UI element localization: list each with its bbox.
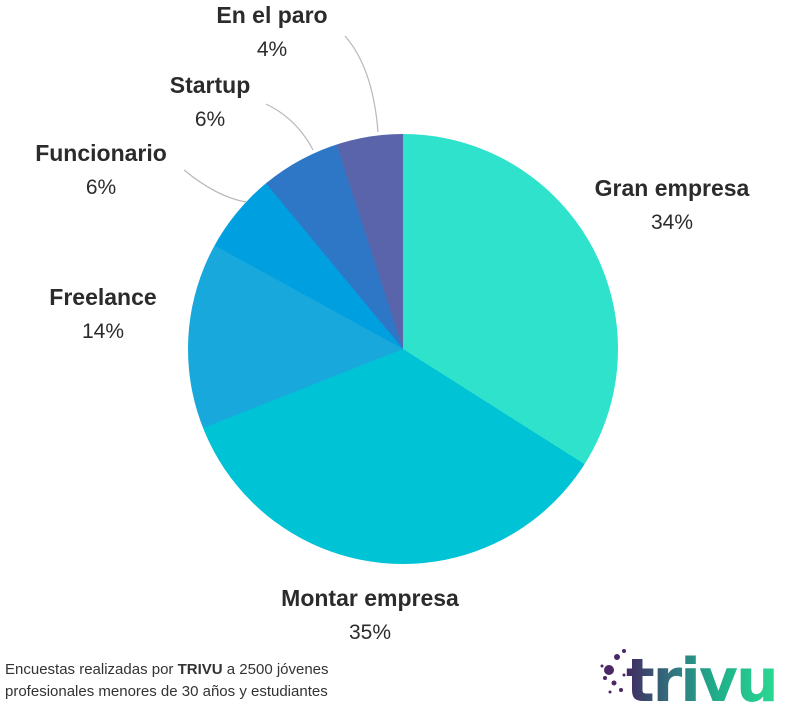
slice-name: Funcionario [35,140,167,166]
logo-dot [622,673,626,677]
trivu-logo: trivu [600,646,779,705]
logo-dot [608,690,612,694]
logo-dot [619,688,623,692]
slice-name: Freelance [49,284,157,310]
slice-label-en-el-paro: En el paro 4% [216,2,328,62]
footer-text: a 2500 jóvenes [222,661,329,678]
slice-label-gran-empresa: Gran empresa 34% [594,175,750,235]
slice-label-funcionario: Funcionario 6% [35,140,167,200]
logo-dot [600,664,604,668]
slice-label-freelance: Freelance 14% [49,284,157,344]
slice-percent: 14% [81,320,125,343]
slice-name: Gran empresa [594,175,750,201]
slice-percent: 4% [256,38,288,61]
slice-percent: 6% [85,176,117,199]
leader-line-en-el-paro [344,35,379,133]
logo-dot [614,654,620,660]
logo-text: trivu [626,646,777,705]
slice-percent: 34% [650,211,694,234]
logo-dots [600,649,626,694]
logo-dot [603,676,607,680]
slice-name: En el paro [216,2,328,28]
footer-line-2: profesionales menores de 30 años y estud… [5,683,328,700]
logo-dot [611,680,617,686]
slice-label-startup: Startup 6% [169,72,251,132]
slice-percent: 6% [194,108,226,131]
footer-text: Encuestas realizadas por [5,661,178,678]
leader-line-funcionario [183,169,247,203]
leader-line-startup [265,103,314,151]
brand-name: TRIVU [177,661,223,678]
logo-dot [604,665,614,675]
slice-percent: 35% [348,621,392,644]
footer-line-1: Encuestas realizadas por TRIVU a 2500 jó… [5,659,329,681]
slice-name: Startup [169,72,251,98]
pie-chart [188,134,618,564]
slice-name: Montar empresa [281,585,459,611]
logo-dot [622,649,626,653]
footer-note: Encuestas realizadas por TRIVU a 2500 jó… [5,659,329,703]
slice-label-montar-empresa: Montar empresa 35% [281,585,459,645]
